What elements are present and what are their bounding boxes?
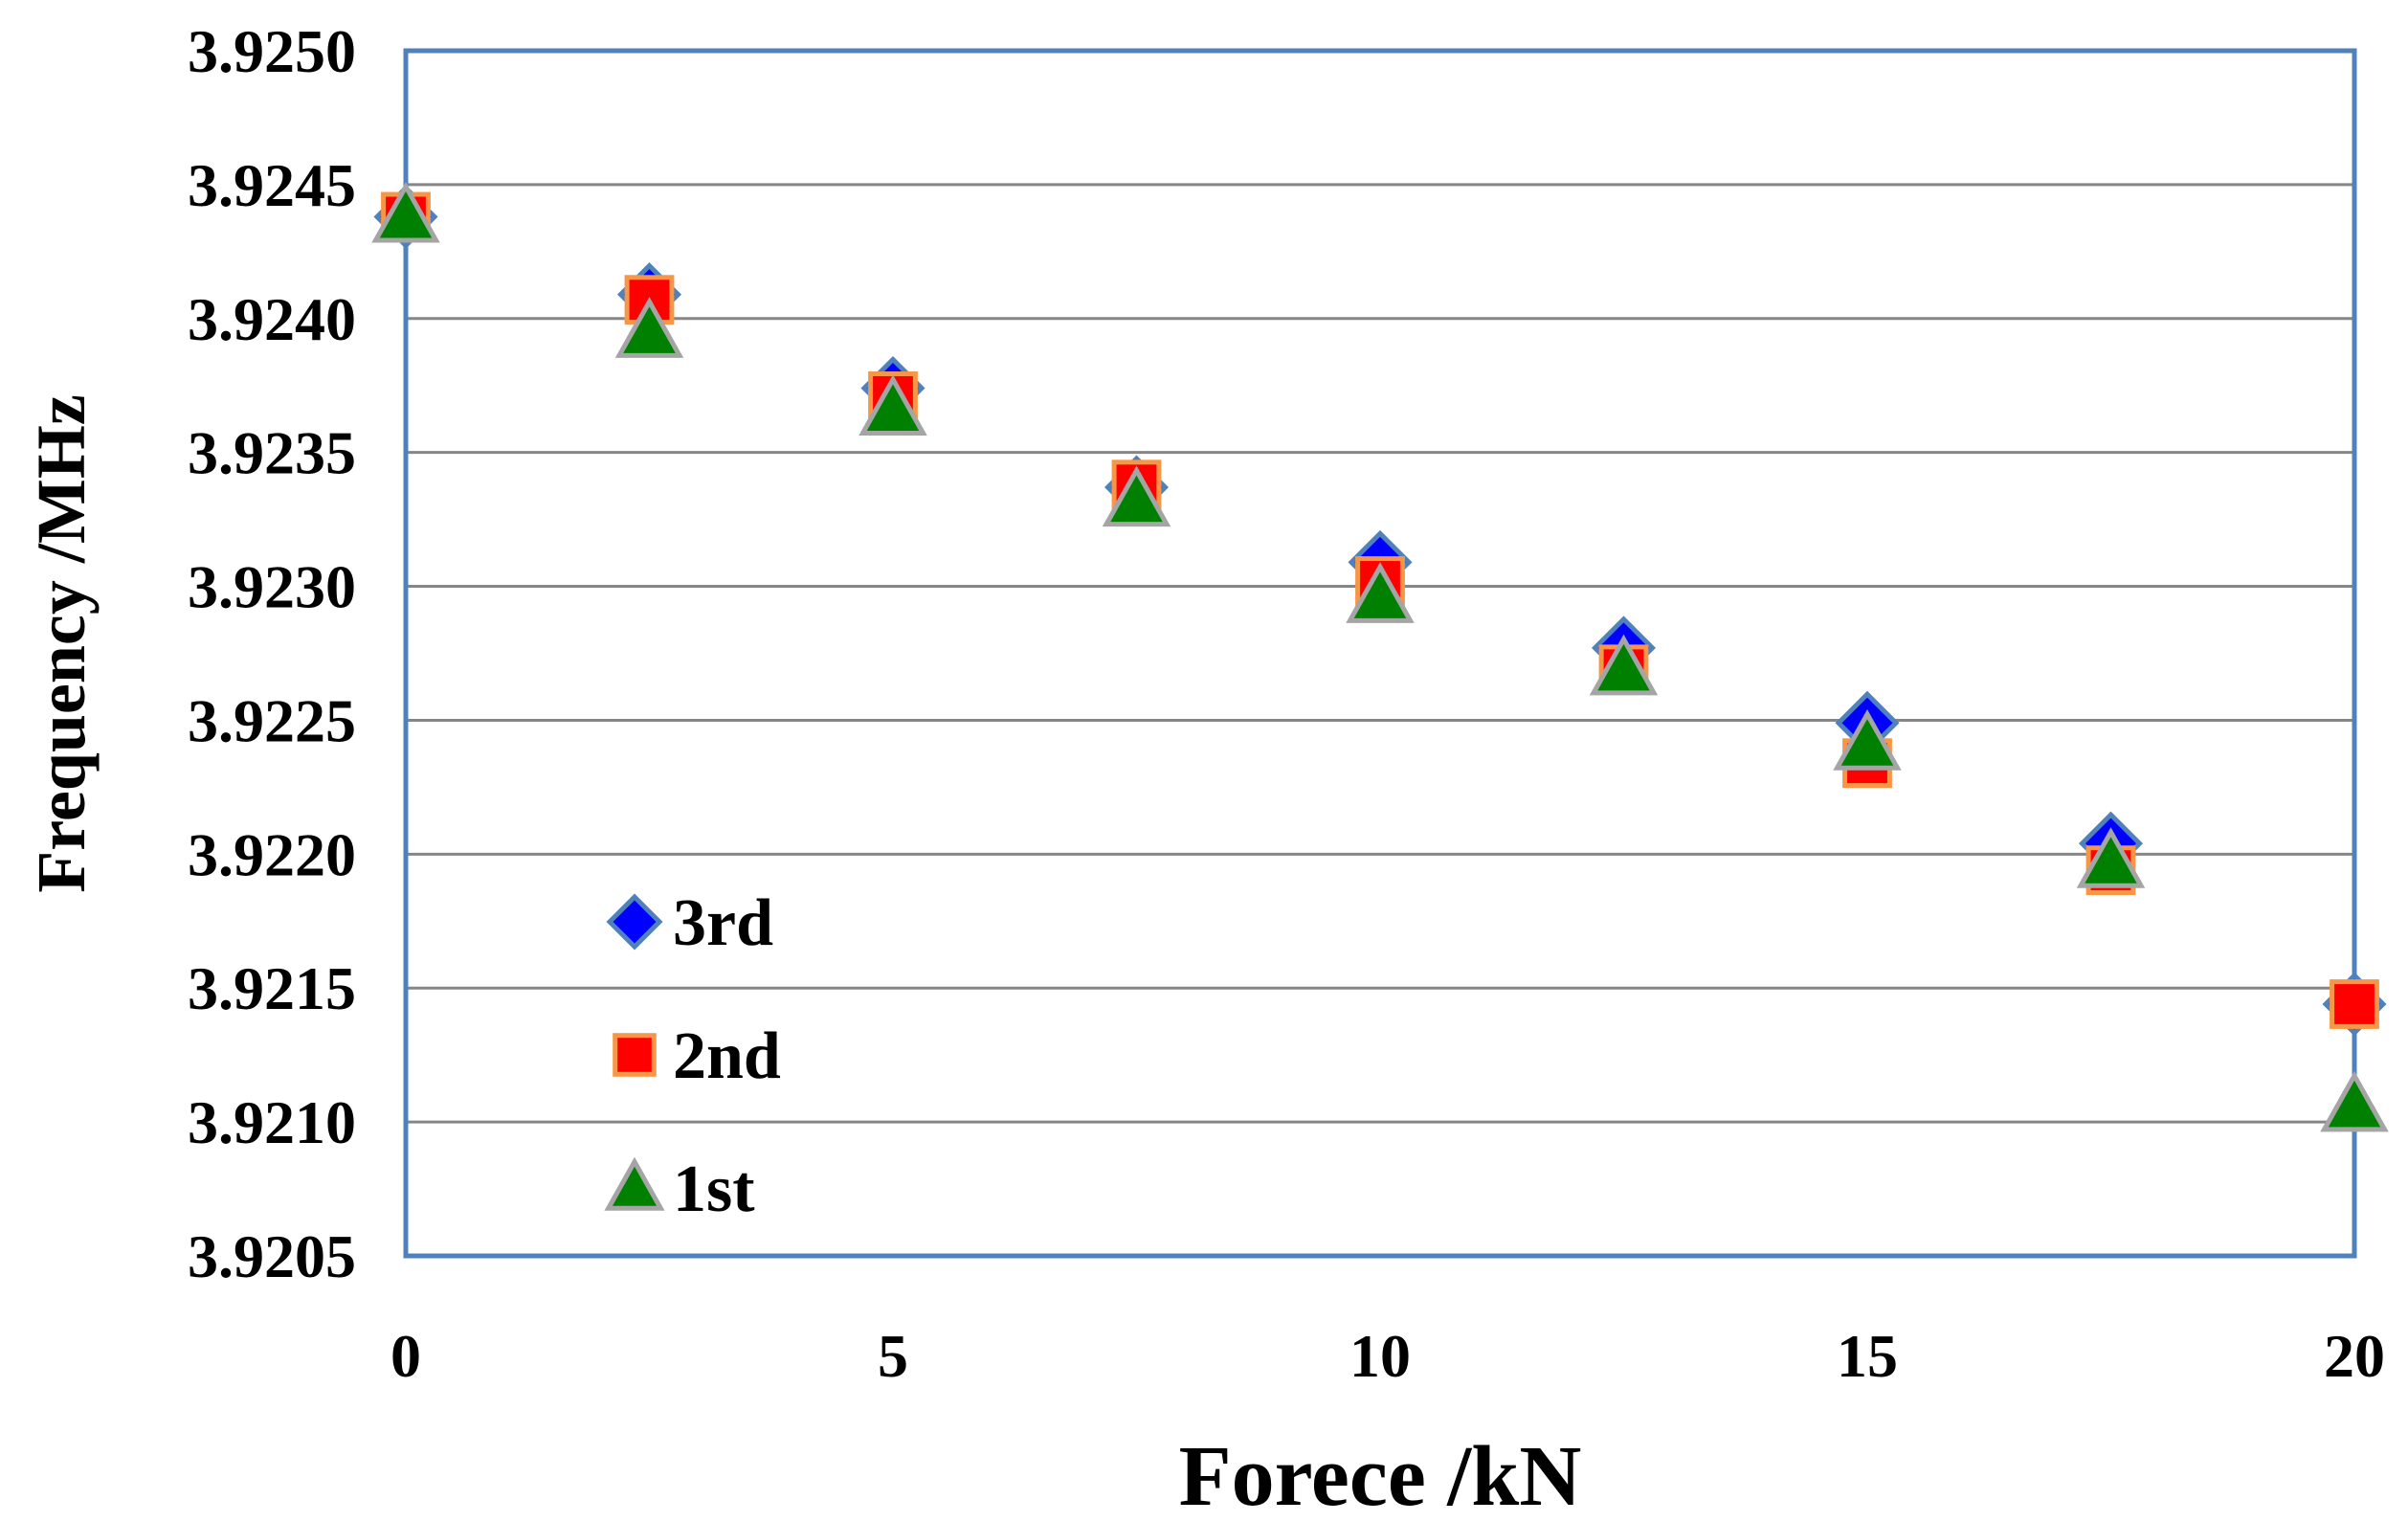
legend-label: 3rd	[673, 886, 773, 960]
y-tick-label: 3.9235	[188, 419, 356, 487]
x-tick-label: 15	[1837, 1322, 1898, 1390]
x-axis-ticks: 0 5 10 15 20	[390, 1322, 2385, 1390]
x-tick-label: 0	[390, 1322, 421, 1390]
data-point-1st	[1589, 634, 1659, 696]
legend: 3rd 2nd 1st	[604, 886, 781, 1226]
y-axis-ticks: 3.9250 3.9245 3.9240 3.9235 3.9230 3.9225 3.92…	[188, 17, 356, 1290]
y-tick-label: 3.9230	[188, 553, 356, 621]
data-point-1st	[1833, 709, 1902, 771]
x-tick-label: 10	[1349, 1322, 1411, 1390]
data-point-1st	[2076, 827, 2146, 888]
y-tick-label: 3.9210	[188, 1088, 356, 1156]
data-point-1st	[1102, 465, 1171, 527]
y-tick-label: 3.9240	[188, 285, 356, 353]
data-point-1st	[371, 181, 440, 243]
legend-marker-3rd	[606, 893, 663, 951]
series-1st	[371, 181, 2389, 1132]
y-tick-label: 3.9245	[188, 151, 356, 219]
x-tick-label: 20	[2324, 1322, 2385, 1390]
legend-marker-1st	[604, 1156, 665, 1211]
x-tick-label: 5	[878, 1322, 908, 1390]
data-point-1st	[2320, 1070, 2389, 1132]
y-tick-label: 3.9215	[188, 954, 356, 1022]
legend-label: 1st	[673, 1153, 755, 1226]
data-point-1st	[614, 297, 684, 358]
legend-label: 2nd	[673, 1019, 781, 1093]
y-tick-label: 3.9205	[188, 1222, 356, 1290]
plot-area-border	[403, 48, 2357, 1259]
gridlines	[406, 183, 2354, 1124]
y-tick-label: 3.9250	[188, 17, 356, 85]
data-point-1st	[858, 374, 927, 436]
y-tick-label: 3.9220	[188, 820, 356, 888]
y-tick-label: 3.9225	[188, 686, 356, 754]
data-point-1st	[1346, 562, 1415, 623]
legend-marker-2nd	[613, 1033, 657, 1077]
x-axis-title: Forece /kN	[1179, 1429, 1582, 1522]
y-axis-title: Frequency /MHz	[23, 394, 100, 893]
data-point-2nd	[2330, 979, 2379, 1029]
data-points	[371, 181, 2389, 1132]
